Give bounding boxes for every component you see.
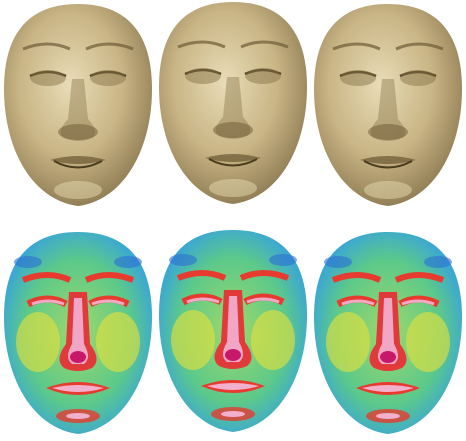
face-heatmap [314,232,462,434]
face-heatmap [159,230,307,432]
figure [0,0,466,441]
face-heatmap [4,232,152,434]
page [0,0,466,441]
face-render [159,2,307,204]
face-render [314,4,462,206]
face-render [4,4,152,206]
